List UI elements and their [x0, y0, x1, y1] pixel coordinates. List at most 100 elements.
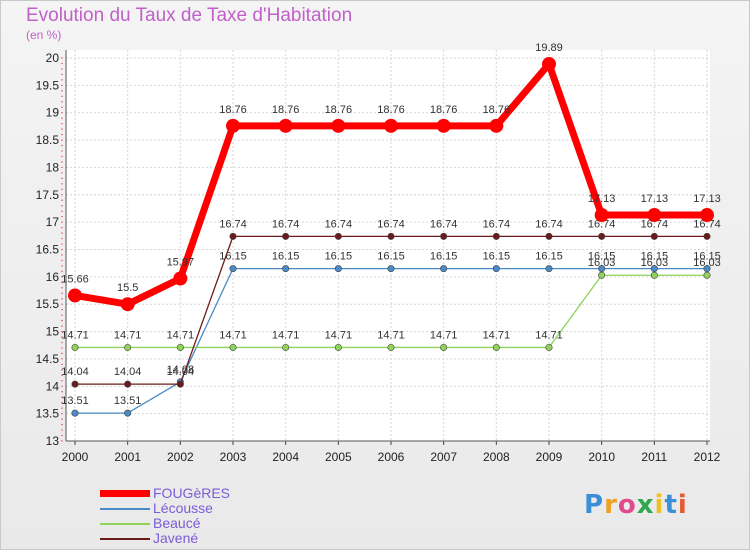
y-minor-tick — [61, 183, 63, 185]
y-minor-tick — [61, 407, 63, 409]
data-point — [650, 232, 658, 240]
y-minor-tick — [61, 106, 63, 108]
data-point — [71, 380, 79, 388]
y-minor-tick — [61, 139, 63, 141]
data-point — [334, 265, 342, 273]
y-tick-label: 14 — [46, 379, 60, 393]
data-point — [331, 118, 346, 133]
data-label: 16.03 — [588, 257, 616, 269]
y-minor-tick — [61, 254, 63, 256]
x-tick-label: 2012 — [694, 450, 721, 464]
chart-legend: FOUGèRES Lécousse Beaucé Javené — [100, 485, 300, 546]
y-tick-label: 13 — [46, 434, 60, 448]
data-point — [440, 232, 448, 240]
y-minor-tick — [61, 259, 63, 262]
data-label: 16.15 — [272, 251, 300, 263]
data-point — [545, 265, 553, 273]
y-minor-tick — [61, 210, 63, 212]
data-point — [229, 343, 237, 351]
y-tick-label: 16 — [46, 270, 60, 284]
data-label: 16.15 — [219, 251, 247, 263]
data-point — [282, 232, 290, 240]
y-minor-tick — [61, 391, 63, 393]
y-minor-tick — [61, 112, 63, 114]
plot-area — [66, 50, 710, 441]
y-minor-tick — [61, 73, 63, 76]
y-minor-tick — [61, 369, 63, 371]
y-minor-tick — [61, 172, 63, 174]
proxiti-logo: Proxiti — [584, 490, 688, 520]
y-tick-label: 14.5 — [36, 352, 60, 366]
data-point — [282, 343, 290, 351]
y-minor-tick — [61, 117, 63, 119]
y-minor-tick — [61, 194, 63, 196]
data-label: 16.74 — [430, 218, 458, 230]
data-label: 16.15 — [430, 251, 458, 263]
y-minor-tick — [61, 57, 63, 59]
data-label: 14.71 — [61, 329, 89, 341]
y-tick-label: 16.5 — [36, 243, 60, 257]
legend-item: Javené — [100, 530, 300, 546]
data-point — [440, 265, 448, 273]
y-minor-tick — [61, 292, 63, 294]
data-point — [176, 343, 184, 351]
data-label: 17.13 — [693, 193, 721, 205]
y-minor-tick — [61, 418, 63, 420]
y-minor-tick — [61, 199, 63, 201]
y-tick-label: 18 — [46, 160, 60, 174]
legend-item: Beaucé — [100, 515, 300, 531]
data-label: 16.15 — [377, 251, 405, 263]
data-point — [71, 343, 79, 351]
data-label: 15.97 — [167, 256, 195, 268]
data-point — [387, 343, 395, 351]
data-point — [545, 232, 553, 240]
data-label: 18.76 — [430, 104, 458, 116]
legend-swatch — [100, 508, 150, 510]
data-point — [120, 297, 135, 312]
data-label: 16.15 — [535, 251, 563, 263]
data-label: 14.04 — [114, 366, 142, 378]
data-point — [650, 271, 658, 279]
y-minor-tick — [61, 434, 63, 437]
y-minor-tick — [61, 402, 63, 404]
data-label: 18.76 — [325, 104, 353, 116]
data-point — [282, 265, 290, 273]
x-tick-label: 2008 — [483, 450, 510, 464]
data-point — [489, 118, 504, 133]
y-minor-tick — [61, 144, 63, 147]
legend-item: FOUGèRES — [100, 485, 300, 501]
x-tick-label: 2002 — [167, 450, 194, 464]
legend-label: Javené — [153, 530, 199, 546]
y-tick-label: 19.5 — [36, 78, 60, 92]
data-point — [124, 343, 132, 351]
y-minor-tick — [61, 237, 63, 240]
legend-label: Beaucé — [153, 515, 201, 531]
y-minor-tick — [61, 347, 63, 349]
data-point — [176, 380, 184, 388]
data-label: 16.15 — [483, 251, 511, 263]
y-minor-tick — [61, 396, 63, 398]
y-minor-tick — [61, 276, 63, 278]
y-tick-label: 20 — [46, 51, 60, 65]
data-label: 14.71 — [535, 329, 563, 341]
x-tick-label: 2001 — [114, 450, 141, 464]
y-minor-tick — [61, 188, 63, 191]
data-label: 14.71 — [167, 329, 195, 341]
data-label: 16.74 — [325, 218, 353, 230]
legend-swatch — [100, 538, 150, 540]
y-minor-tick — [61, 341, 63, 344]
y-minor-tick — [61, 232, 63, 234]
data-label: 14.71 — [219, 329, 247, 341]
legend-swatch — [100, 490, 150, 497]
data-point — [173, 271, 188, 286]
data-label: 16.74 — [377, 218, 405, 230]
data-point — [492, 265, 500, 273]
x-tick-label: 2009 — [536, 450, 563, 464]
y-minor-tick — [61, 440, 63, 442]
data-point — [492, 343, 500, 351]
y-minor-tick — [61, 330, 63, 333]
y-minor-tick — [61, 358, 63, 360]
data-point — [387, 265, 395, 273]
data-point — [229, 232, 237, 240]
data-point — [278, 118, 293, 133]
